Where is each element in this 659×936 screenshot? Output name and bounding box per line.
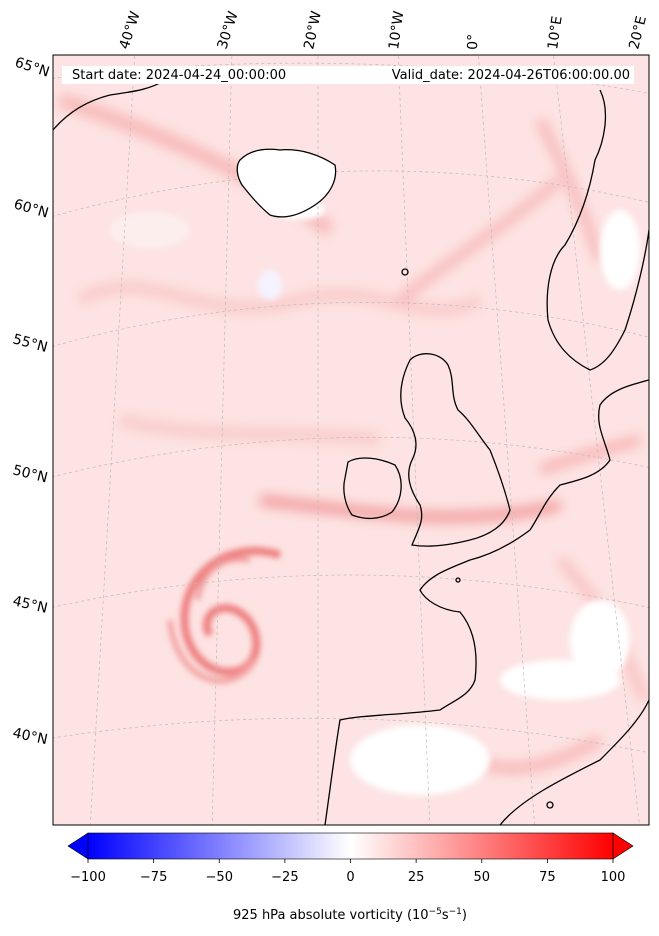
longitude-labels: 40°W 30°W 20°W 10°W 0° 10°E 20°E bbox=[117, 9, 650, 51]
low-vorticity-areas bbox=[110, 200, 640, 795]
colorbar-tick-label: −100 bbox=[70, 870, 106, 885]
britain-coast bbox=[400, 353, 511, 547]
lat-label-55n: 55°N bbox=[11, 331, 49, 356]
colorbar-title: 925 hPa absolute vorticity (10−5s−1) bbox=[233, 907, 467, 923]
lon-label-10e: 10°E bbox=[545, 15, 566, 51]
lat-label-45n: 45°N bbox=[11, 593, 49, 617]
header-band bbox=[62, 66, 634, 84]
colorbar-tick-label: −25 bbox=[271, 870, 298, 885]
ireland-coast bbox=[343, 457, 402, 520]
greenland-coast bbox=[53, 79, 166, 131]
colorbar-ticks: −100 −75 −50 −25 0 25 50 75 100 bbox=[70, 859, 625, 885]
latitude-labels: 65°N 60°N 55°N 50°N 45°N 40°N bbox=[11, 55, 51, 749]
colorbar-tick-label: −50 bbox=[206, 870, 233, 885]
start-date-label: Start date: 2024-04-24_00:00:00 bbox=[72, 68, 286, 83]
valid-date-label: Valid_date: 2024-04-26T06:00:00.00 bbox=[392, 68, 630, 83]
lon-label-10w: 10°W bbox=[386, 10, 407, 51]
colorbar-tick-label: 100 bbox=[601, 870, 626, 885]
lon-label-20e: 20°E bbox=[626, 14, 650, 51]
mediterranean-coast bbox=[499, 699, 649, 825]
coastlines bbox=[53, 79, 649, 825]
lon-label-40w: 40°W bbox=[117, 9, 144, 51]
scandinavia-coast bbox=[546, 89, 649, 371]
lon-label-30w: 30°W bbox=[215, 9, 242, 51]
colorbar-tick-label: 75 bbox=[539, 870, 556, 885]
lon-label-20w: 20°W bbox=[301, 10, 325, 51]
lat-label-50n: 50°N bbox=[11, 462, 49, 486]
lat-label-60n: 60°N bbox=[12, 196, 50, 221]
lat-label-40n: 40°N bbox=[11, 725, 49, 748]
colorbar-tick-label: 50 bbox=[473, 870, 490, 885]
map-panel bbox=[53, 55, 649, 825]
colorbar: −100 −75 −50 −25 0 25 50 75 100 925 hPa absolute… bbox=[67, 832, 634, 923]
map-frame bbox=[52, 54, 650, 826]
colorbar-extend-min bbox=[67, 832, 89, 860]
colorbar-extend-max bbox=[612, 832, 634, 860]
colorbar-body bbox=[87, 832, 614, 860]
continent-coast bbox=[324, 379, 649, 825]
cyclone-swirl bbox=[167, 547, 282, 684]
lon-label-0: 0° bbox=[465, 34, 482, 50]
iceland-coast bbox=[236, 148, 337, 218]
colorbar-tick-label: 0 bbox=[346, 870, 354, 885]
colorbar-tick-label: 25 bbox=[408, 870, 425, 885]
colorbar-tick-label: −75 bbox=[140, 870, 167, 885]
lat-label-65n: 65°N bbox=[13, 55, 52, 81]
